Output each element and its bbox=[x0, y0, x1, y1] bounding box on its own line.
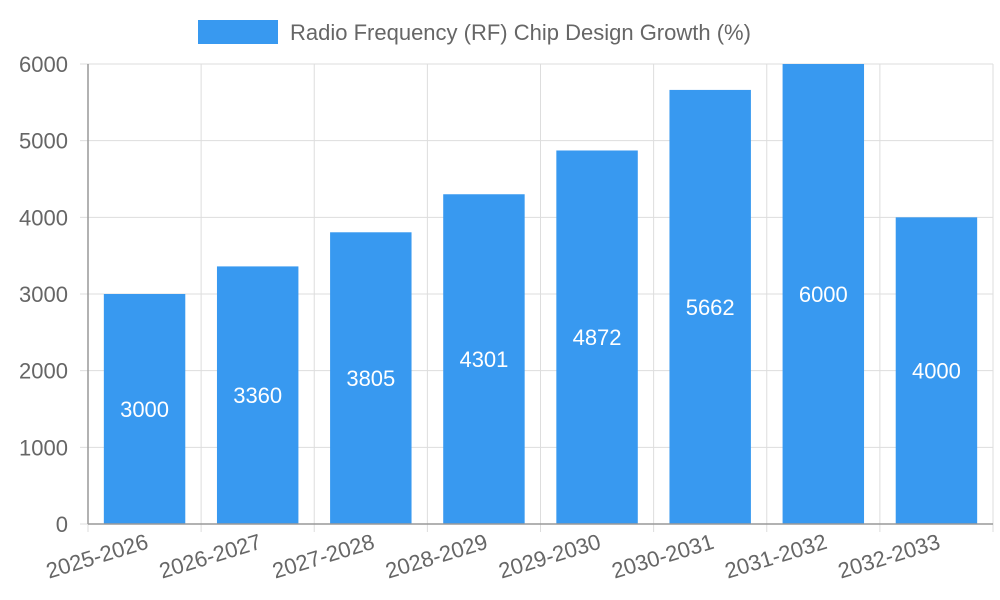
y-tick-label: 5000 bbox=[19, 129, 68, 154]
bar[interactable] bbox=[669, 89, 751, 524]
bar[interactable] bbox=[782, 64, 865, 524]
x-tick-label: 2029-2030 bbox=[496, 529, 604, 584]
x-tick-label: 2032-2033 bbox=[835, 529, 943, 584]
bar-value-label: 5662 bbox=[686, 295, 735, 320]
bar-value-label: 6000 bbox=[799, 282, 848, 307]
bar-value-label: 3805 bbox=[346, 366, 395, 391]
y-tick-label: 3000 bbox=[19, 282, 68, 307]
data-labels: 3000 3360 3805 4301 4872 5662 6000 4000 bbox=[120, 282, 961, 422]
bar-value-label: 3360 bbox=[233, 383, 282, 408]
y-tick-label: 0 bbox=[56, 512, 68, 537]
bar-value-label: 4000 bbox=[912, 359, 961, 384]
legend[interactable]: Radio Frequency (RF) Chip Design Growth … bbox=[198, 20, 751, 45]
bar[interactable] bbox=[443, 194, 525, 525]
x-tick-label: 2026-2027 bbox=[156, 529, 264, 584]
y-tick-label: 2000 bbox=[19, 359, 68, 384]
bar-value-label: 4872 bbox=[573, 325, 622, 350]
bar[interactable] bbox=[895, 217, 978, 525]
x-tick-label: 2027-2028 bbox=[269, 529, 377, 584]
bars bbox=[103, 64, 978, 525]
x-tick-label: 2025-2026 bbox=[43, 529, 151, 584]
bar[interactable] bbox=[103, 294, 186, 524]
bar[interactable] bbox=[556, 150, 638, 525]
y-tick-label: 6000 bbox=[19, 52, 68, 77]
x-tick-label: 2028-2029 bbox=[382, 529, 490, 584]
legend-label: Radio Frequency (RF) Chip Design Growth … bbox=[290, 20, 751, 45]
legend-swatch bbox=[198, 20, 278, 44]
x-tick-label: 2031-2032 bbox=[722, 529, 830, 584]
bar-value-label: 3000 bbox=[120, 397, 169, 422]
x-tick-label: 2030-2031 bbox=[609, 529, 717, 584]
bar[interactable] bbox=[216, 266, 299, 524]
bar[interactable] bbox=[330, 232, 412, 525]
y-tick-label: 4000 bbox=[19, 205, 68, 230]
y-tick-label: 1000 bbox=[19, 435, 68, 460]
bar-value-label: 4301 bbox=[459, 347, 508, 372]
